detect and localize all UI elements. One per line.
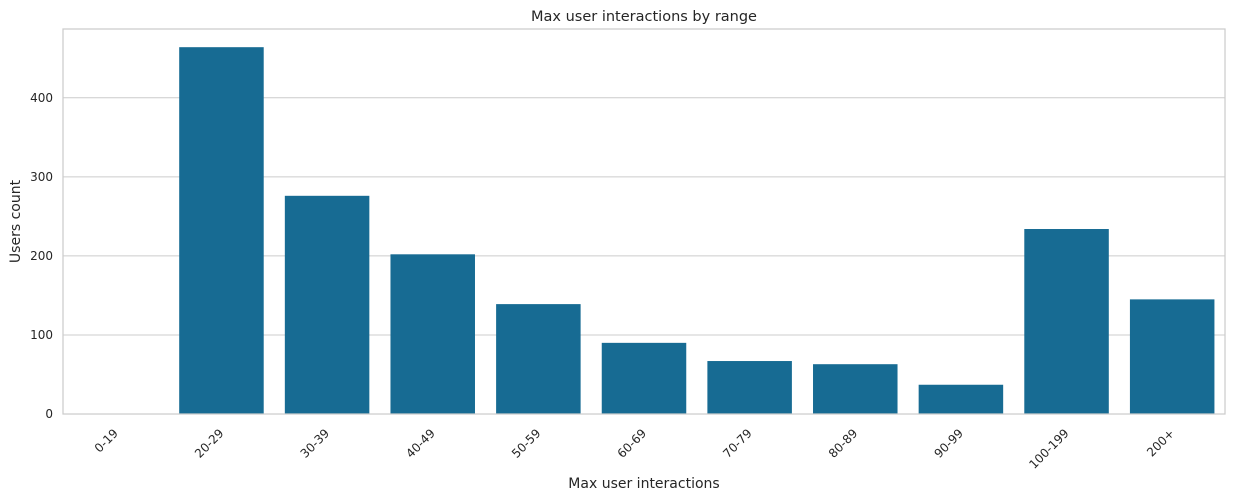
bar-50-59 [496, 304, 581, 414]
bar-100-199 [1024, 229, 1109, 414]
bar-90-99 [918, 384, 1004, 414]
y-tick-label: 200 [30, 249, 53, 263]
bar-70-79 [707, 361, 792, 414]
bar-30-39 [284, 195, 370, 414]
plot-frame [62, 28, 1226, 415]
y-tick-labels: 0 100 200 300 400 [30, 91, 53, 421]
x-axis-label: Max user interactions [568, 476, 719, 492]
y-tick-label: 0 [45, 407, 53, 421]
chart-title: Max user interactions by range [531, 9, 757, 25]
y-tick-label: 100 [30, 328, 53, 342]
bar-60-69 [601, 342, 687, 414]
bar-20-29 [179, 47, 264, 415]
bar-200+ [1129, 299, 1215, 414]
bar-40-49 [390, 254, 475, 414]
bars [179, 47, 1215, 415]
bar-80-89 [813, 364, 898, 414]
y-tick-label: 400 [30, 91, 53, 105]
y-axis-label: Users count [8, 179, 24, 263]
y-tick-label: 300 [30, 170, 53, 184]
